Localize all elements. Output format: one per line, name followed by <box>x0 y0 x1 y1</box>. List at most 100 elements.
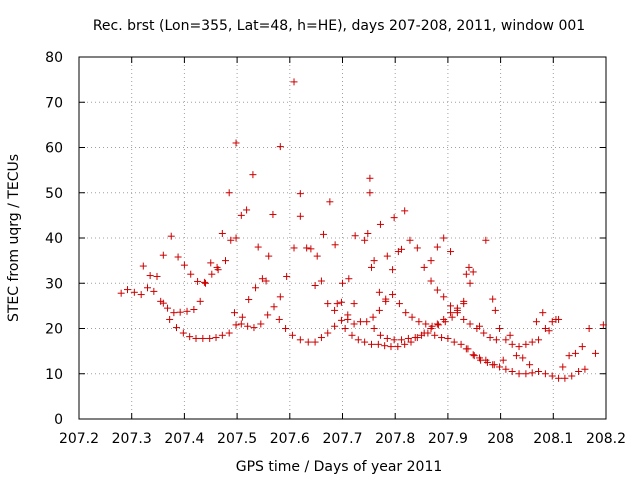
data-point <box>367 263 375 271</box>
data-point <box>568 372 576 380</box>
data-point <box>515 343 523 351</box>
data-point <box>433 286 441 294</box>
y-tick-label: 0 <box>54 412 63 428</box>
x-tick-label: 207.6 <box>270 431 310 447</box>
data-point <box>167 232 175 240</box>
data-point <box>389 291 397 299</box>
data-point <box>213 263 221 271</box>
data-point <box>237 320 245 328</box>
data-point <box>296 212 304 220</box>
data-point <box>482 356 490 364</box>
data-point <box>389 266 397 274</box>
data-point <box>170 309 178 317</box>
data-point <box>502 365 510 373</box>
data-point <box>290 78 298 86</box>
data-point <box>522 370 530 378</box>
data-point <box>424 329 432 337</box>
data-point <box>462 345 470 353</box>
data-point <box>382 295 390 303</box>
data-point <box>466 279 474 287</box>
data-point <box>144 284 152 292</box>
data-point <box>469 268 477 276</box>
data-point <box>276 143 284 151</box>
data-point <box>282 325 290 332</box>
data-point <box>333 300 341 308</box>
data-point <box>489 361 497 369</box>
data-point <box>311 282 319 290</box>
data-point <box>344 315 352 323</box>
data-point <box>311 338 319 346</box>
data-point <box>450 338 458 346</box>
data-point <box>408 313 416 321</box>
data-point <box>186 333 194 341</box>
data-point <box>599 321 607 329</box>
data-point <box>402 309 410 317</box>
data-point <box>337 298 345 306</box>
data-point <box>512 352 520 360</box>
data-point <box>270 303 278 311</box>
data-point <box>387 343 395 351</box>
data-point <box>552 315 560 323</box>
data-point <box>183 307 191 315</box>
data-point <box>361 338 369 346</box>
y-axis-tick-labels: 0 10 20 30 40 50 60 70 80 <box>45 50 63 428</box>
x-tick-label: 207.9 <box>428 431 468 447</box>
data-point <box>331 241 339 249</box>
data-point <box>137 291 145 299</box>
data-point <box>578 343 586 351</box>
data-point <box>411 334 419 342</box>
data-point <box>528 369 536 377</box>
x-tick-label: 207.5 <box>217 431 257 447</box>
x-axis-label: GPS time / Days of year 2011 <box>236 459 443 475</box>
data-point <box>465 263 473 271</box>
data-point <box>515 370 523 378</box>
y-tick-label: 40 <box>45 231 63 247</box>
data-point <box>283 272 291 280</box>
data-point <box>313 252 321 260</box>
data-point <box>438 334 446 342</box>
data-point <box>166 315 174 323</box>
data-point <box>545 327 553 335</box>
data-point <box>187 270 195 278</box>
data-point <box>502 336 510 344</box>
data-point <box>290 244 298 252</box>
data-point <box>243 206 251 214</box>
chart-title: Rec. brst (Lon=355, Lat=48, h=HE), days … <box>93 18 585 34</box>
x-tick-label: 208 <box>487 431 514 447</box>
data-point <box>307 245 315 253</box>
data-point <box>466 320 474 328</box>
data-point <box>526 361 534 369</box>
data-point <box>354 336 362 344</box>
data-point <box>427 277 435 285</box>
data-point <box>375 288 383 296</box>
data-point <box>159 299 167 307</box>
data-point <box>350 300 358 308</box>
data-point <box>320 230 328 238</box>
data-point <box>571 349 579 357</box>
data-point <box>326 198 334 206</box>
data-point <box>395 300 403 308</box>
y-tick-label: 80 <box>45 50 63 66</box>
data-point <box>339 279 346 287</box>
data-point <box>434 321 442 329</box>
data-point <box>304 338 312 346</box>
data-point <box>381 342 389 350</box>
data-point <box>265 252 273 260</box>
data-point <box>367 340 375 348</box>
data-point <box>462 270 470 278</box>
data-point <box>222 257 230 265</box>
y-tick-label: 70 <box>45 95 63 111</box>
data-point <box>444 334 452 342</box>
data-point <box>232 234 240 242</box>
data-point <box>303 244 311 252</box>
data-point <box>506 331 514 339</box>
data-point <box>262 277 270 285</box>
data-point <box>440 234 448 242</box>
data-point <box>363 318 371 326</box>
y-tick-label: 50 <box>45 186 63 202</box>
data-point <box>406 236 414 244</box>
data-point <box>331 306 339 314</box>
x-tick-label: 208.1 <box>533 431 573 447</box>
data-point <box>249 171 257 179</box>
